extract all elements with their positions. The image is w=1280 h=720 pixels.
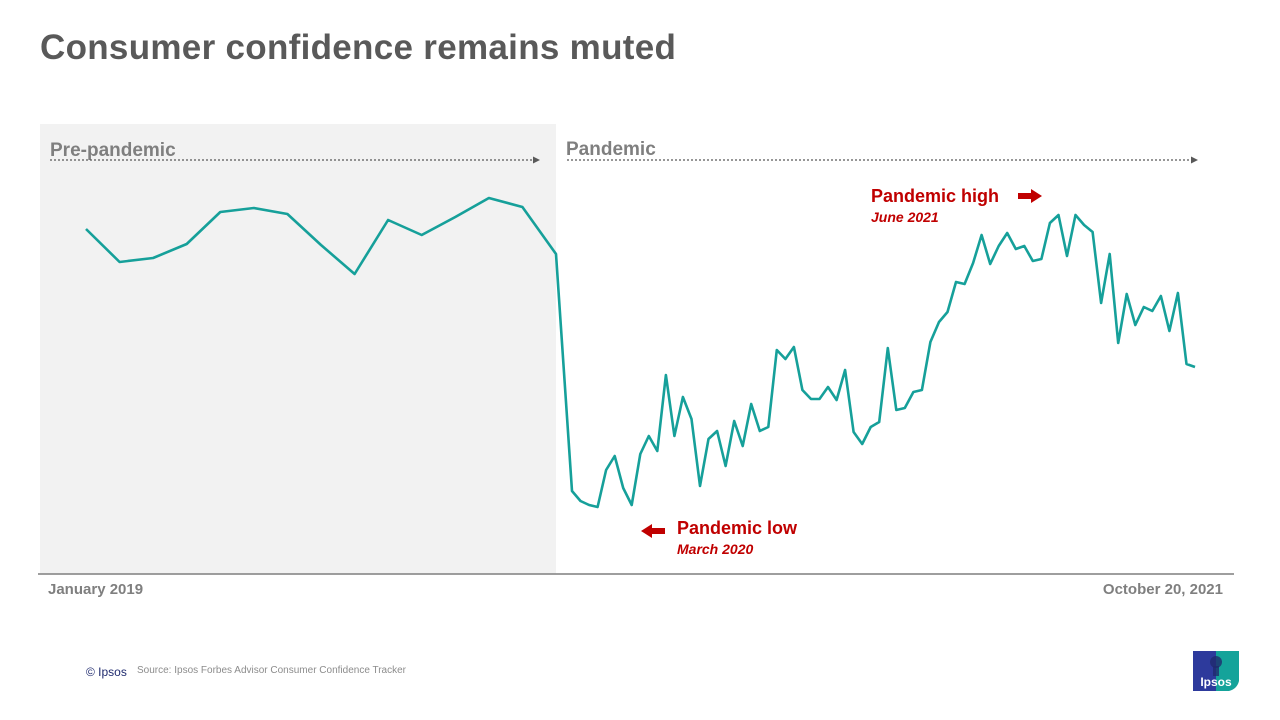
arrowhead-icon (1191, 156, 1198, 164)
pandemic-low-arrow-icon (641, 524, 665, 538)
consumer-confidence-line (85, 196, 1196, 509)
pandemic-label: Pandemic (566, 139, 656, 160)
copyright-text: © Ipsos (86, 665, 127, 679)
pre-pandemic-shaded-region (40, 124, 556, 574)
pandemic-high-label: Pandemic high (871, 186, 1000, 206)
x-axis-end-label: October 20, 2021 (1102, 581, 1223, 598)
pandemic-low-label: Pandemic low (677, 518, 798, 538)
source-text: Source: Ipsos Forbes Advisor Consumer Co… (137, 665, 407, 676)
x-axis-start-label: January 2019 (48, 581, 144, 598)
page-title: Consumer confidence remains muted (40, 28, 677, 67)
pre-pandemic-label: Pre-pandemic (50, 140, 176, 161)
pandemic-high-arrow-icon (1018, 189, 1042, 203)
pandemic-high-date: June 2021 (871, 209, 939, 225)
svg-text:Ipsos: Ipsos (1200, 675, 1232, 689)
arrowhead-icon (533, 156, 540, 164)
ipsos-logo: Ipsos (1193, 651, 1239, 691)
pandemic-low-date: March 2020 (677, 541, 754, 557)
